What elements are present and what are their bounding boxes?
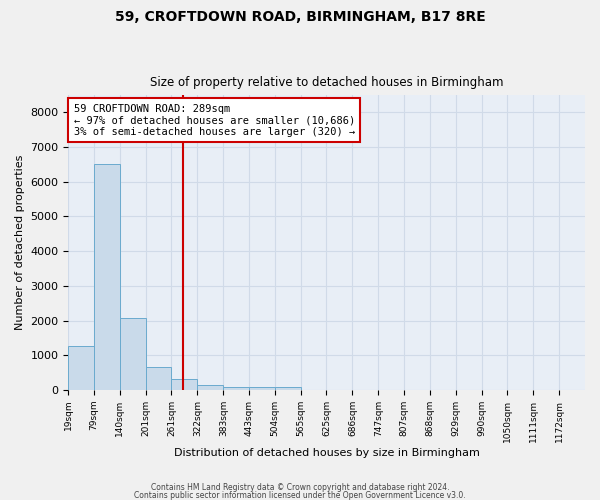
Bar	[249, 388, 275, 390]
Bar	[223, 386, 249, 390]
Bar	[94, 164, 120, 390]
Title: Size of property relative to detached houses in Birmingham: Size of property relative to detached ho…	[150, 76, 503, 90]
Y-axis label: Number of detached properties: Number of detached properties	[15, 155, 25, 330]
Text: Contains public sector information licensed under the Open Government Licence v3: Contains public sector information licen…	[134, 490, 466, 500]
X-axis label: Distribution of detached houses by size in Birmingham: Distribution of detached houses by size …	[174, 448, 479, 458]
Bar	[275, 386, 301, 390]
Bar	[197, 386, 223, 390]
Bar	[146, 367, 172, 390]
Bar	[68, 346, 94, 390]
Text: 59 CROFTDOWN ROAD: 289sqm
← 97% of detached houses are smaller (10,686)
3% of se: 59 CROFTDOWN ROAD: 289sqm ← 97% of detac…	[74, 104, 355, 137]
Text: Contains HM Land Registry data © Crown copyright and database right 2024.: Contains HM Land Registry data © Crown c…	[151, 484, 449, 492]
Bar	[172, 380, 197, 390]
Text: 59, CROFTDOWN ROAD, BIRMINGHAM, B17 8RE: 59, CROFTDOWN ROAD, BIRMINGHAM, B17 8RE	[115, 10, 485, 24]
Bar	[120, 318, 146, 390]
